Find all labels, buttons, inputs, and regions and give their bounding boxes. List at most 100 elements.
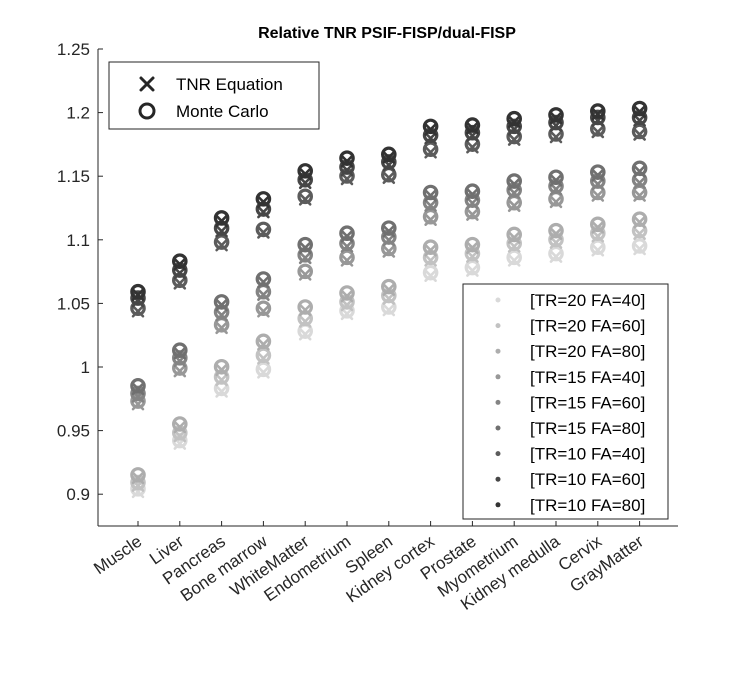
point-monte-carlo <box>548 222 564 239</box>
point-tnr-equation <box>633 215 646 229</box>
legend-series-label: [TR=15 FA=60] <box>530 393 645 412</box>
legend-marker-label: TNR Equation <box>176 75 283 94</box>
point-monte-carlo <box>589 103 606 119</box>
point-tnr-stroke <box>131 304 145 318</box>
point-tnr-equation <box>340 172 354 186</box>
y-tick-label: 0.95 <box>57 422 90 441</box>
point-tnr-stroke <box>382 303 396 317</box>
point-tnr-equation <box>549 130 563 144</box>
point-tnr-stroke <box>257 304 270 318</box>
point-tnr-equation <box>591 243 605 257</box>
point-tnr-equation <box>257 195 270 209</box>
point-tnr-stroke <box>382 283 396 296</box>
point-tnr-equation <box>173 346 187 360</box>
point-tnr-equation <box>466 264 479 277</box>
point-tnr-stroke <box>591 243 605 257</box>
point-tnr-equation <box>591 229 605 243</box>
point-tnr-stroke <box>633 165 646 178</box>
point-tnr-equation <box>424 199 437 212</box>
point-tnr-equation <box>507 199 521 212</box>
point-tnr-equation <box>633 242 646 256</box>
point-tnr-equation <box>591 177 605 191</box>
point-tnr-stroke <box>507 186 521 200</box>
point-tnr-equation <box>466 250 479 263</box>
marker-legend: TNR Equation Monte Carlo <box>108 61 320 130</box>
point-monte-carlo <box>464 183 481 200</box>
point-tnr-stroke <box>591 221 605 234</box>
point-tnr-equation <box>215 373 228 387</box>
legend-series-dot <box>495 323 501 329</box>
point-tnr-equation <box>507 177 521 191</box>
point-tnr-equation <box>215 214 228 228</box>
point-tnr-equation <box>257 352 270 365</box>
point-tnr-stroke <box>215 321 228 335</box>
point-tnr-stroke <box>549 173 563 187</box>
point-monte-carlo <box>422 239 439 256</box>
point-tnr-stroke <box>466 140 479 154</box>
point-tnr-stroke <box>466 196 479 210</box>
point-tnr-stroke <box>633 189 646 202</box>
point-tnr-stroke <box>466 121 479 135</box>
point-tnr-stroke <box>215 385 228 398</box>
point-tnr-stroke <box>340 154 354 168</box>
point-tnr-equation <box>340 163 354 177</box>
legend-series-label: [TR=20 FA=60] <box>530 317 645 336</box>
point-tnr-equation <box>298 303 312 317</box>
point-tnr-stroke <box>507 133 521 146</box>
legend-series-label: [TR=15 FA=80] <box>530 419 645 438</box>
point-monte-carlo <box>464 117 481 133</box>
point-tnr-stroke <box>257 338 270 351</box>
point-tnr-equation <box>466 187 479 201</box>
point-tnr-equation <box>215 308 228 322</box>
point-tnr-stroke <box>549 111 563 125</box>
point-tnr-stroke <box>424 213 437 226</box>
point-tnr-stroke <box>215 224 228 238</box>
point-tnr-stroke <box>173 346 187 360</box>
point-monte-carlo <box>339 285 355 301</box>
point-tnr-stroke <box>466 250 479 263</box>
point-tnr-stroke <box>424 243 437 257</box>
point-tnr-stroke <box>173 420 187 434</box>
point-monte-carlo <box>506 226 522 243</box>
point-tnr-equation <box>424 189 437 202</box>
point-tnr-equation <box>633 176 646 190</box>
point-tnr-equation <box>298 251 312 265</box>
legend-series-label: [TR=20 FA=80] <box>530 342 645 361</box>
point-tnr-equation <box>340 154 354 168</box>
point-tnr-stroke <box>215 373 228 387</box>
point-monte-carlo <box>130 467 146 483</box>
point-monte-carlo <box>631 211 648 228</box>
point-monte-carlo <box>422 118 439 135</box>
point-tnr-stroke <box>298 251 312 265</box>
point-tnr-stroke <box>466 241 479 254</box>
point-tnr-stroke <box>298 167 312 181</box>
point-tnr-stroke <box>340 298 354 312</box>
point-tnr-equation <box>382 233 396 247</box>
point-monte-carlo <box>255 271 272 287</box>
legend-series-dot <box>495 348 501 354</box>
point-monte-carlo <box>339 225 355 242</box>
point-tnr-equation <box>633 128 646 141</box>
point-tnr-equation <box>424 213 437 226</box>
point-tnr-equation <box>298 327 312 341</box>
point-monte-carlo <box>631 238 648 254</box>
point-tnr-stroke <box>173 364 187 378</box>
legend-series-dot <box>495 502 501 508</box>
point-tnr-stroke <box>633 215 646 229</box>
legend-series-label: [TR=20 FA=40] <box>530 291 645 310</box>
point-tnr-stroke <box>591 125 605 139</box>
point-tnr-stroke <box>507 115 521 129</box>
point-tnr-stroke <box>507 240 521 253</box>
point-tnr-stroke <box>215 214 228 228</box>
point-tnr-equation <box>340 298 354 312</box>
point-tnr-equation <box>215 321 228 335</box>
point-tnr-stroke <box>633 227 646 240</box>
point-tnr-equation <box>633 114 646 127</box>
chart-title: Relative TNR PSIF-FISP/dual-FISP <box>258 25 516 42</box>
point-tnr-stroke <box>298 193 312 206</box>
point-monte-carlo <box>213 358 230 375</box>
point-tnr-equation <box>591 168 605 182</box>
point-tnr-stroke <box>549 195 563 209</box>
point-tnr-equation <box>340 240 354 253</box>
